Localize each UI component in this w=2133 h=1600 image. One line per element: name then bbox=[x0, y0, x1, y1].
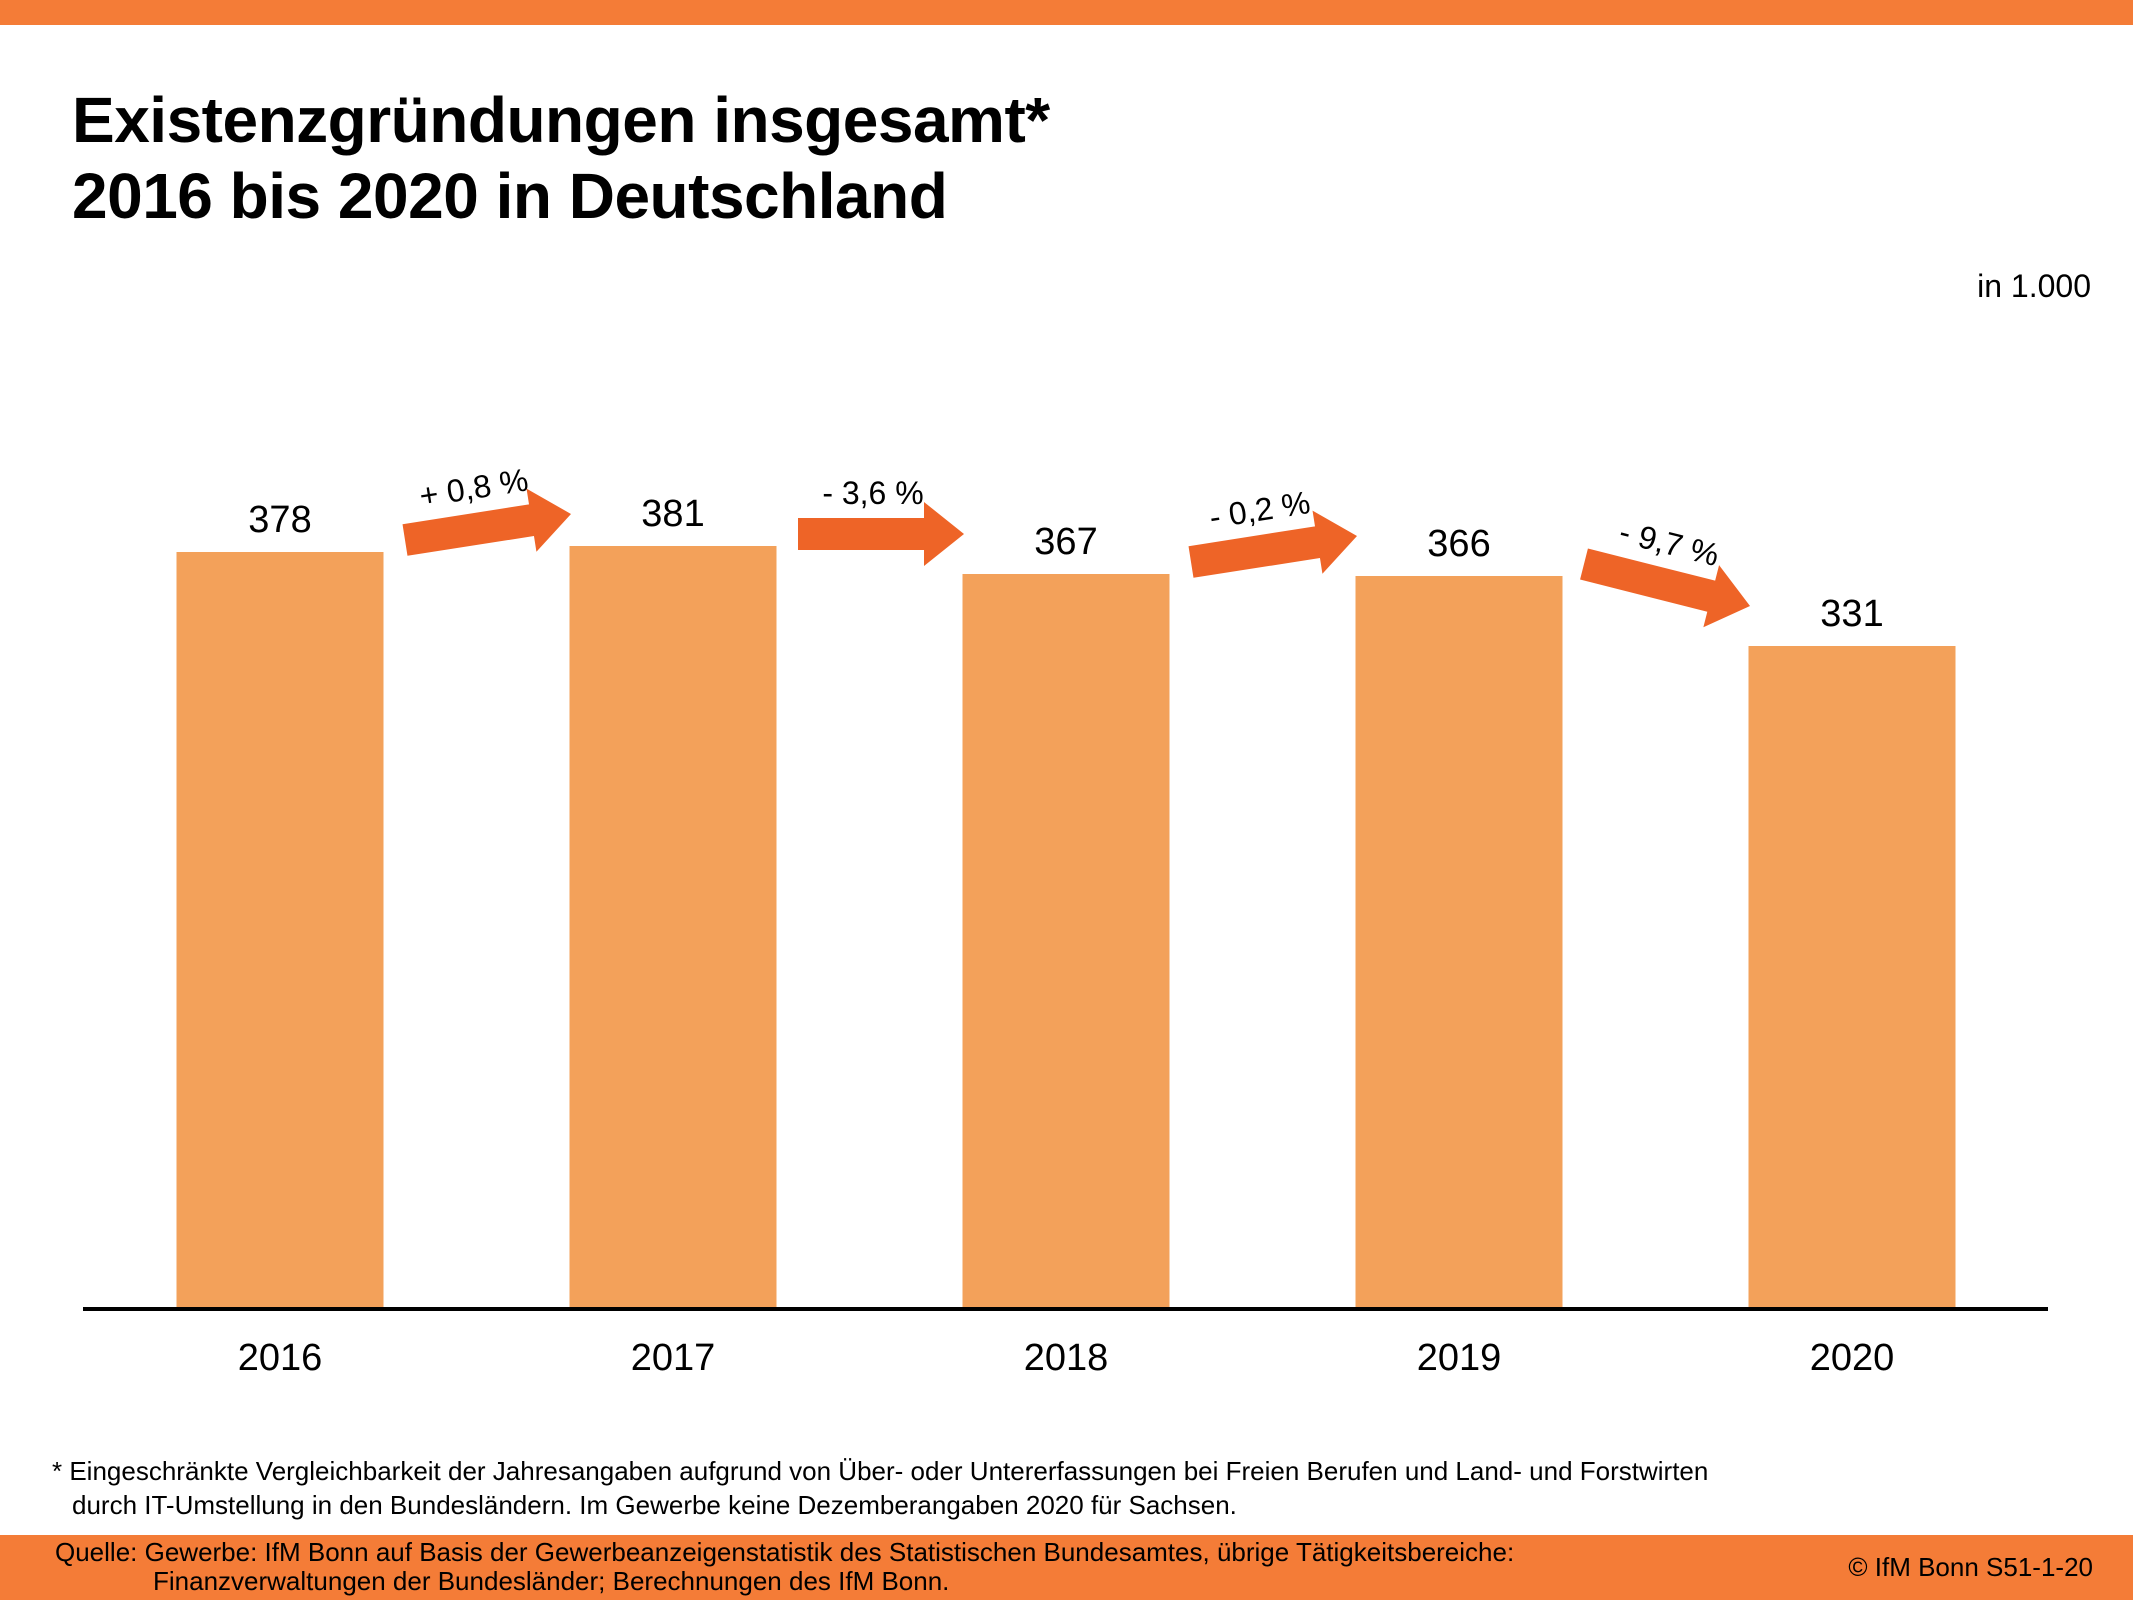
change-label-2016-2017: + 0,8 % bbox=[417, 461, 531, 513]
change-label-2017-2018: - 3,6 % bbox=[822, 475, 923, 511]
value-label-2020: 331 bbox=[1820, 593, 1883, 635]
footnote-line2: durch IT-Umstellung in den Bundesländern… bbox=[72, 1490, 1237, 1520]
arrow-icon bbox=[798, 502, 964, 566]
bar-2019 bbox=[1355, 576, 1563, 1308]
bar-2018 bbox=[962, 574, 1170, 1308]
arrow-icon bbox=[1580, 548, 1750, 628]
change-label-2018-2019: - 0,2 % bbox=[1207, 484, 1313, 535]
change-arrow-2018-2019: - 0,2 % bbox=[1188, 484, 1357, 578]
top-brand-bar bbox=[0, 0, 2133, 25]
change-arrow-2019-2020: - 9,7 % bbox=[1580, 513, 1750, 628]
chart-title-line1: Existenzgründungen insgesamt* bbox=[72, 84, 1050, 156]
value-label-2016: 378 bbox=[248, 499, 311, 541]
source-line1: Quelle: Gewerbe: IfM Bonn auf Basis der … bbox=[55, 1537, 1515, 1567]
category-label-2019: 2019 bbox=[1417, 1337, 1502, 1379]
unit-label: in 1.000 bbox=[1977, 268, 2091, 304]
source-bar bbox=[0, 1535, 2133, 1600]
value-label-2018: 367 bbox=[1034, 521, 1097, 563]
category-label-2017: 2017 bbox=[631, 1337, 716, 1379]
bar-2016 bbox=[176, 552, 384, 1308]
bar-2020 bbox=[1748, 646, 1956, 1308]
change-arrow-2016-2017: + 0,8 % bbox=[402, 461, 571, 556]
arrow-icon bbox=[1188, 510, 1357, 578]
bars-group bbox=[176, 546, 1956, 1308]
footnote-line1: * Eingeschränkte Vergleichbarkeit der Ja… bbox=[52, 1456, 1709, 1486]
change-arrow-2017-2018: - 3,6 % bbox=[798, 475, 964, 566]
bar-2017 bbox=[569, 546, 777, 1308]
category-label-2018: 2018 bbox=[1024, 1337, 1109, 1379]
chart-title: Existenzgründungen insgesamt* 2016 bis 2… bbox=[72, 82, 1050, 234]
chart-title-line2: 2016 bis 2020 in Deutschland bbox=[72, 160, 948, 232]
bar-chart: + 0,8 % - 3,6 % - 0,2 % - 9,7 % 378 2016 381 2… bbox=[83, 461, 2048, 1379]
labels-group: 378 2016 381 2017 367 2018 366 2019 331 2020 bbox=[238, 493, 1895, 1379]
category-label-2016: 2016 bbox=[238, 1337, 323, 1379]
category-label-2020: 2020 bbox=[1810, 1337, 1895, 1379]
source-line2: Finanzverwaltungen der Bundesländer; Ber… bbox=[153, 1566, 950, 1596]
source-text: Quelle: Gewerbe: IfM Bonn auf Basis der … bbox=[55, 1538, 1514, 1596]
arrow-icon bbox=[402, 488, 571, 556]
value-label-2019: 366 bbox=[1427, 523, 1490, 565]
value-label-2017: 381 bbox=[641, 493, 704, 535]
footnote: * Eingeschränkte Vergleichbarkeit der Ja… bbox=[52, 1454, 1708, 1522]
copyright: © IfM Bonn S51-1-20 bbox=[1848, 1552, 2093, 1582]
